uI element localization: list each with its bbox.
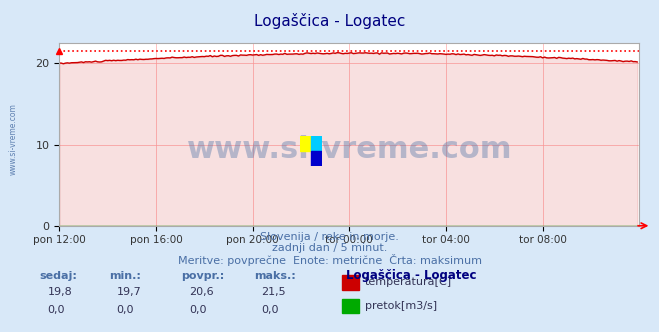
Text: pretok[m3/s]: pretok[m3/s] [365, 301, 438, 311]
Text: Logaščica - Logatec: Logaščica - Logatec [254, 13, 405, 29]
Text: Logaščica - Logatec: Logaščica - Logatec [346, 269, 476, 282]
Text: 0,0: 0,0 [47, 305, 65, 315]
Text: 19,8: 19,8 [47, 287, 72, 297]
Text: min.:: min.: [109, 271, 140, 281]
Text: maks.:: maks.: [254, 271, 295, 281]
Text: 0,0: 0,0 [189, 305, 207, 315]
Bar [343, 275, 359, 290]
Text: 21,5: 21,5 [262, 287, 286, 297]
Text: www.si-vreme.com: www.si-vreme.com [186, 134, 512, 164]
Text: 19,7: 19,7 [117, 287, 142, 297]
Text: 0,0: 0,0 [262, 305, 279, 315]
Bar [300, 136, 311, 151]
Bar [311, 136, 322, 151]
Bar [311, 151, 322, 166]
Text: povpr.:: povpr.: [181, 271, 225, 281]
Text: sedaj:: sedaj: [40, 271, 77, 281]
Text: Slovenija / reke in morje.: Slovenija / reke in morje. [260, 232, 399, 242]
Text: www.si-vreme.com: www.si-vreme.com [9, 104, 18, 175]
Text: 20,6: 20,6 [189, 287, 214, 297]
Text: temperatura[C]: temperatura[C] [365, 277, 452, 287]
Text: Meritve: povprečne  Enote: metrične  Črta: maksimum: Meritve: povprečne Enote: metrične Črta:… [177, 254, 482, 266]
Text: zadnji dan / 5 minut.: zadnji dan / 5 minut. [272, 243, 387, 253]
Bar [343, 298, 359, 313]
Text: 0,0: 0,0 [117, 305, 134, 315]
